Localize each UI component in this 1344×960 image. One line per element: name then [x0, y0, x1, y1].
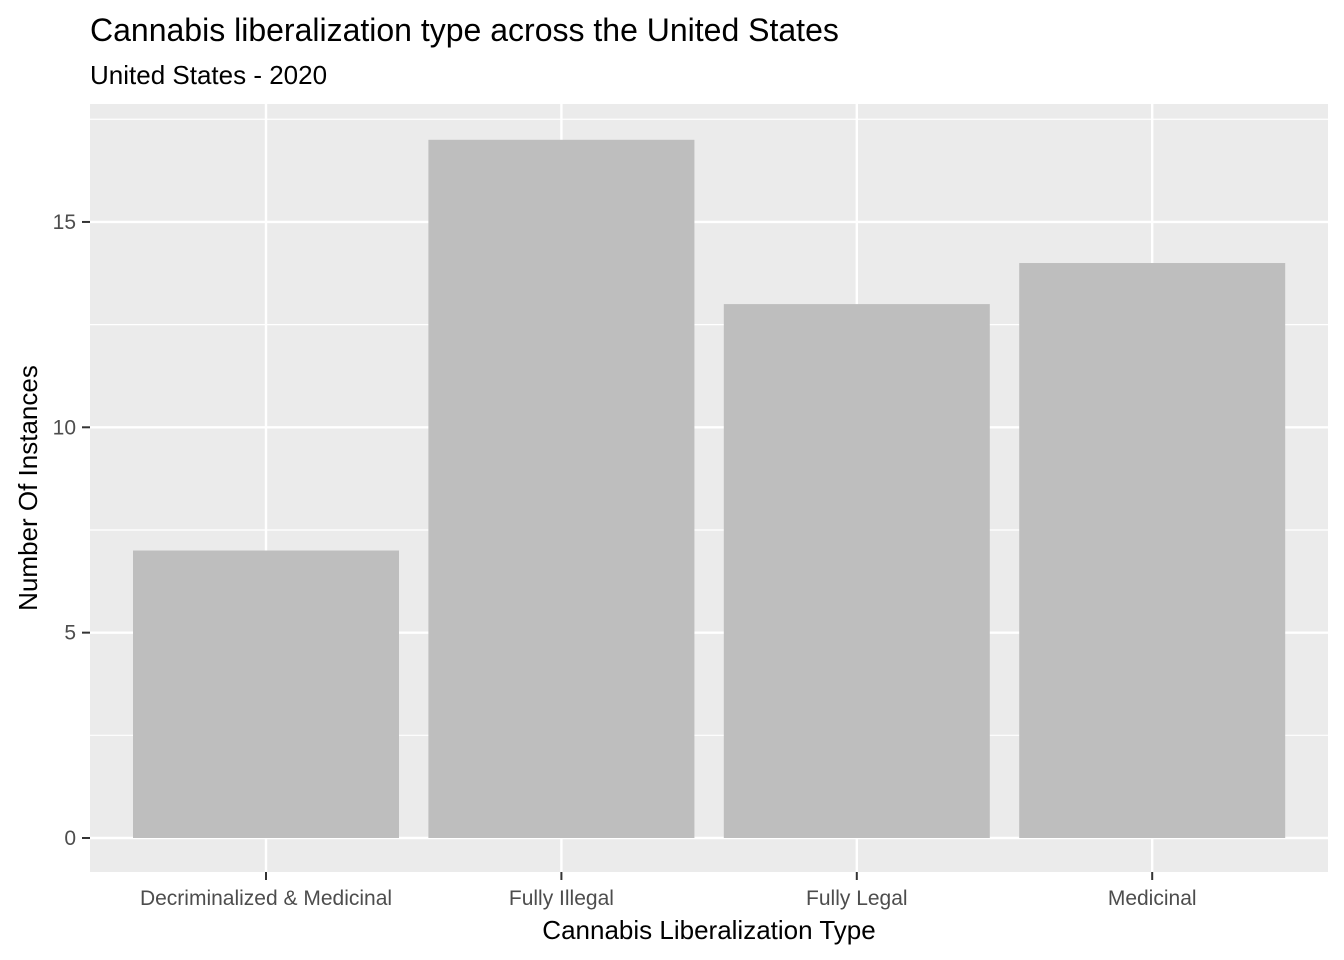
bar — [1019, 263, 1286, 838]
x-tick-label: Fully Illegal — [509, 887, 614, 910]
y-tick-label: 0 — [64, 827, 76, 850]
x-axis-title: Cannabis Liberalization Type — [542, 915, 875, 945]
y-tick-label: 15 — [53, 211, 76, 234]
chart-title: Cannabis liberalization type across the … — [90, 12, 839, 48]
bar — [723, 304, 990, 839]
y-axis: 0 5 10 15 — [53, 211, 90, 850]
bar — [133, 550, 399, 838]
x-tick-label: Decriminalized & Medicinal — [140, 887, 392, 910]
x-axis: Decriminalized & Medicinal Fully Illegal F… — [140, 872, 1197, 910]
y-tick-label: 5 — [64, 622, 76, 645]
chart-subtitle: United States - 2020 — [90, 60, 327, 90]
y-axis-title: Number Of Instances — [13, 365, 43, 611]
y-tick-label: 10 — [53, 416, 76, 439]
x-tick-label: Medicinal — [1108, 887, 1197, 910]
bar — [428, 139, 695, 838]
x-tick-label: Fully Legal — [806, 887, 908, 910]
bars — [133, 139, 1286, 839]
